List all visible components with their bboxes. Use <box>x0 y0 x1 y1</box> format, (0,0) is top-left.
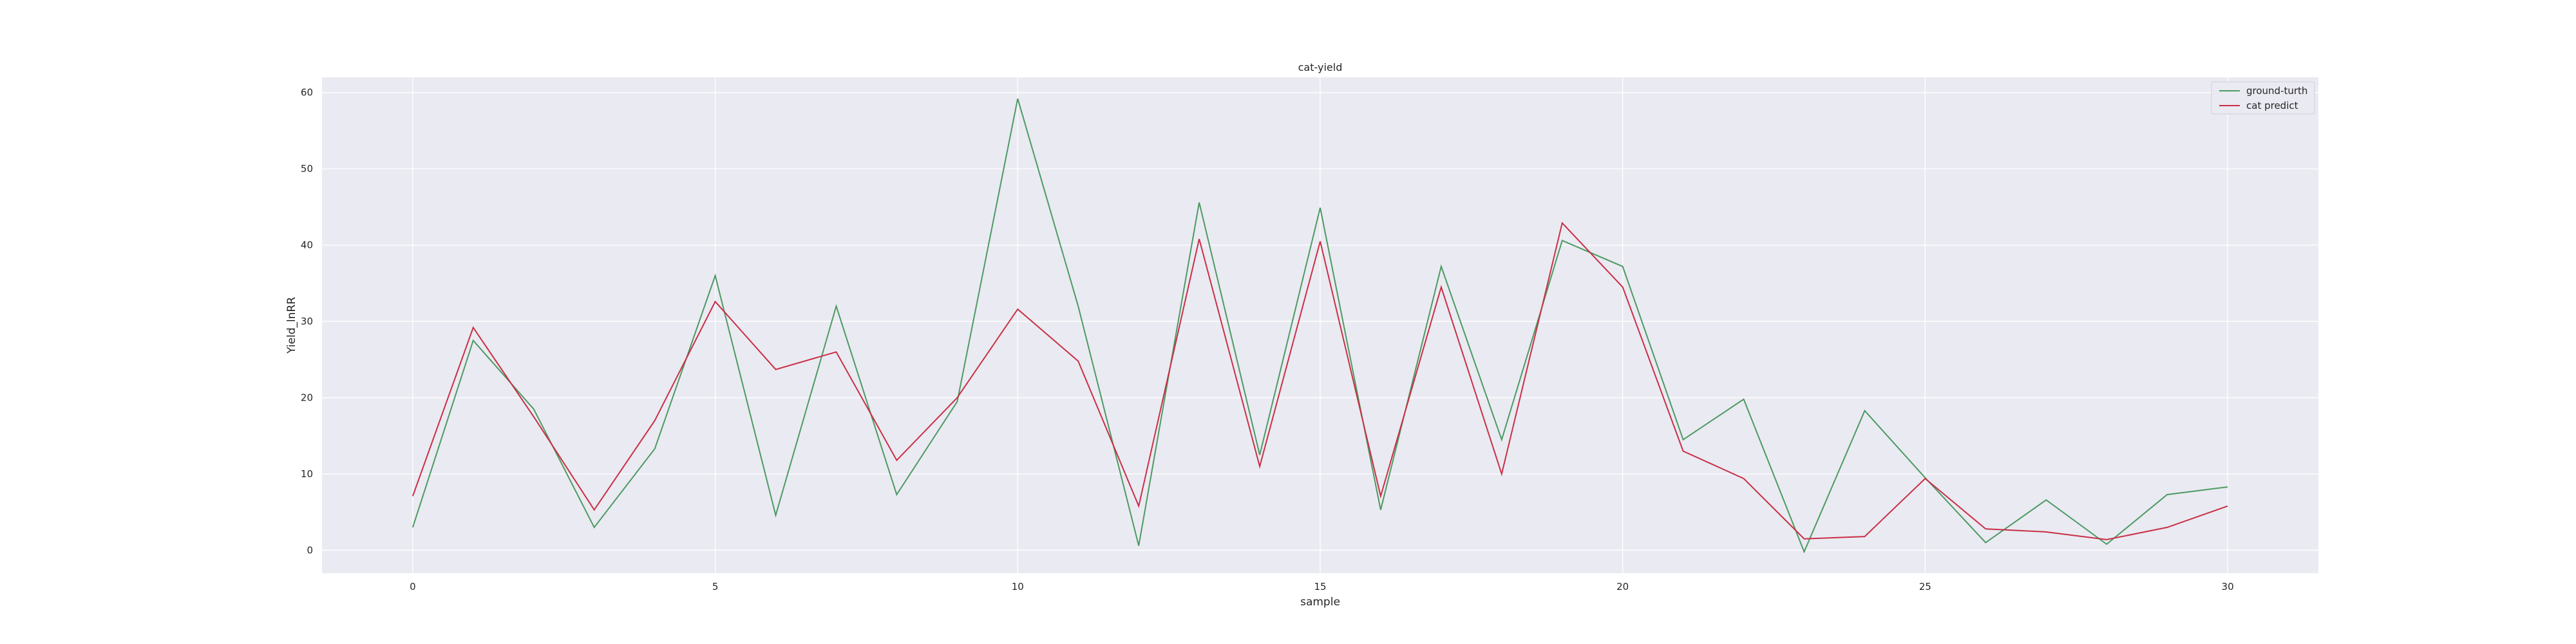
y-tick-label: 50 <box>301 163 313 175</box>
x-axis-label: sample <box>1300 596 1340 609</box>
x-tick-label: 0 <box>410 581 416 592</box>
legend-label-ground-turth: ground-turth <box>2246 85 2307 97</box>
grid-layer <box>322 77 2318 573</box>
y-tick-label: 10 <box>301 468 313 480</box>
x-tick-label: 5 <box>712 581 719 592</box>
x-tick-label: 10 <box>1012 581 1024 592</box>
y-tick-label: 20 <box>301 392 313 404</box>
chart-title: cat-yield <box>1298 61 1343 73</box>
y-tick-label: 60 <box>301 87 313 99</box>
x-tick-label: 20 <box>1616 581 1629 592</box>
y-tick-label: 40 <box>301 240 313 251</box>
x-tick-label: 15 <box>1314 581 1326 592</box>
x-tick-label: 30 <box>2222 581 2234 592</box>
y-tick-label: 0 <box>307 544 313 556</box>
tick-layer: 0 5 10 15 20 25 30 0 10 20 30 40 50 60 <box>301 87 2234 592</box>
series-line-cat-predict <box>412 222 2228 540</box>
y-axis-label: Yield_lnRR <box>285 297 298 354</box>
legend-label-cat-predict: cat predict <box>2246 100 2298 111</box>
y-tick-label: 30 <box>301 316 313 327</box>
legend: ground-turth cat predict <box>2211 81 2315 115</box>
x-tick-label: 25 <box>1919 581 1931 592</box>
series-layer <box>412 98 2228 554</box>
